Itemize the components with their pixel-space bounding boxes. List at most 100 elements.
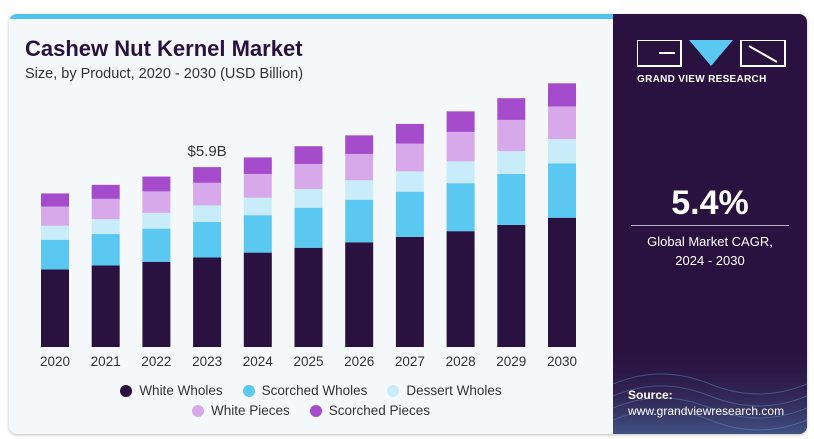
bar-segment-scorched-wholes-2024 xyxy=(243,215,272,253)
bar-segment-white-wholes-2025 xyxy=(294,247,323,347)
decorative-wave-graphic xyxy=(613,344,807,434)
bar-segment-dessert-wholes-2029 xyxy=(497,151,526,174)
bar-segment-scorched-wholes-2029 xyxy=(497,173,526,225)
legend-label: White Pieces xyxy=(210,403,290,418)
legend-swatch xyxy=(309,404,322,417)
bar-segment-white-wholes-2022 xyxy=(142,261,171,347)
divider xyxy=(631,225,789,226)
bar-segment-scorched-pieces-2030 xyxy=(548,83,576,107)
bar-segment-dessert-wholes-2024 xyxy=(243,197,272,216)
bar-segment-scorched-pieces-2026 xyxy=(345,135,374,154)
legend-swatch xyxy=(120,384,133,397)
bar-segment-white-pieces-2024 xyxy=(243,173,272,198)
bar-segment-white-wholes-2026 xyxy=(345,242,374,347)
bar-segment-scorched-wholes-2025 xyxy=(294,207,323,248)
bar-segment-scorched-pieces-2024 xyxy=(243,157,272,174)
bar-segment-scorched-wholes-2027 xyxy=(395,191,424,237)
bar-segment-white-wholes-2028 xyxy=(446,231,475,347)
bar-segment-dessert-wholes-2026 xyxy=(345,180,374,200)
bar-segment-scorched-pieces-2020 xyxy=(41,193,69,207)
bar-segment-white-pieces-2026 xyxy=(345,153,374,181)
cagr-label-line-2: 2024 - 2030 xyxy=(675,253,745,268)
legend-row-1: White Wholes Scorched Wholes Dessert Who… xyxy=(9,383,613,398)
x-tick-label-2024: 2024 xyxy=(243,354,274,369)
bar-segment-dessert-wholes-2028 xyxy=(446,161,475,184)
x-tick-label-2026: 2026 xyxy=(344,354,374,369)
info-panel: GRAND VIEW RESEARCH 5.4% Global Market C… xyxy=(613,14,807,434)
legend-item-white-pieces: White Pieces xyxy=(191,403,290,418)
x-tick-label-2022: 2022 xyxy=(141,354,171,369)
bar-segment-dessert-wholes-2022 xyxy=(142,212,171,229)
source-url[interactable]: www.grandviewresearch.com xyxy=(628,404,785,418)
bar-segment-scorched-wholes-2022 xyxy=(142,228,171,262)
bar-segment-white-pieces-2025 xyxy=(294,163,323,190)
bar-segment-scorched-pieces-2028 xyxy=(446,111,475,132)
bar-segment-white-pieces-2029 xyxy=(497,119,526,152)
x-tick-label-2030: 2030 xyxy=(547,354,577,369)
bar-segment-white-pieces-2028 xyxy=(446,131,475,162)
legend-swatch xyxy=(191,404,204,417)
bar-segment-white-pieces-2022 xyxy=(142,191,171,213)
x-tick-label-2029: 2029 xyxy=(496,354,526,369)
bar-segment-scorched-wholes-2023 xyxy=(193,222,222,258)
bar-segment-white-wholes-2029 xyxy=(497,224,526,347)
bar-segment-scorched-pieces-2025 xyxy=(294,146,323,164)
grand-view-research-logo-icon xyxy=(637,40,786,67)
bar-segment-white-pieces-2023 xyxy=(193,182,222,206)
bar-segment-white-wholes-2027 xyxy=(395,236,424,347)
legend-row-2: White Pieces Scorched Pieces xyxy=(9,403,613,418)
bar-segment-scorched-wholes-2030 xyxy=(548,163,576,218)
x-tick-label-2020: 2020 xyxy=(40,354,70,369)
legend-label: Scorched Wholes xyxy=(261,383,368,398)
legend-swatch xyxy=(242,384,255,397)
bar-segment-scorched-wholes-2026 xyxy=(345,199,374,243)
bar-segment-scorched-wholes-2028 xyxy=(446,183,475,232)
cagr-label-line-1: Global Market CAGR, xyxy=(647,234,773,249)
legend-item-scorched-wholes: Scorched Wholes xyxy=(242,383,368,398)
x-tick-label-2028: 2028 xyxy=(446,354,476,369)
x-tick-label-2021: 2021 xyxy=(91,354,121,369)
legend-item-dessert-wholes: Dessert Wholes xyxy=(387,383,502,398)
bar-segment-dessert-wholes-2023 xyxy=(193,205,222,223)
legend-item-white-wholes: White Wholes xyxy=(120,383,223,398)
bar-segment-dessert-wholes-2027 xyxy=(395,171,424,192)
bar-segment-dessert-wholes-2030 xyxy=(548,139,576,164)
chart-title: Cashew Nut Kernel Market xyxy=(25,36,303,61)
bar-segment-scorched-pieces-2021 xyxy=(91,184,120,199)
cagr-value: 5.4% xyxy=(671,184,749,222)
bar-segment-white-wholes-2021 xyxy=(91,265,120,347)
bar-segment-white-wholes-2024 xyxy=(243,252,272,347)
bar-segment-white-wholes-2023 xyxy=(193,257,222,347)
x-tick-label-2025: 2025 xyxy=(293,354,323,369)
stacked-bar-chart: 2020 2021 2022 2023 $5.9B 2024 2025 2026 2027 202… xyxy=(40,83,577,369)
bar-segment-scorched-wholes-2020 xyxy=(41,239,69,270)
source-label: Source: xyxy=(628,388,673,402)
value-annotation-2023: $5.9B xyxy=(187,143,226,160)
x-tick-label-2023: 2023 xyxy=(192,354,222,369)
bar-segment-white-pieces-2020 xyxy=(41,206,69,226)
bar-segment-white-wholes-2030 xyxy=(548,217,576,347)
legend-item-scorched-pieces: Scorched Pieces xyxy=(309,403,431,418)
bar-segment-white-pieces-2027 xyxy=(395,143,424,172)
legend-label: Scorched Pieces xyxy=(328,403,431,418)
legend-label: White Wholes xyxy=(139,383,223,398)
bar-segment-white-pieces-2030 xyxy=(548,106,576,140)
brand-name: GRAND VIEW RESEARCH xyxy=(637,74,767,85)
bar-segment-white-wholes-2020 xyxy=(41,269,69,347)
legend-swatch xyxy=(387,384,400,397)
legend-label: Dessert Wholes xyxy=(406,383,502,398)
accent-bar xyxy=(9,14,613,19)
bar-segment-dessert-wholes-2025 xyxy=(294,189,323,208)
cagr-label: Global Market CAGR, 2024 - 2030 xyxy=(613,232,807,270)
bar-segment-dessert-wholes-2020 xyxy=(41,225,69,240)
chart-subtitle: Size, by Product, 2020 - 2030 (USD Billi… xyxy=(25,66,304,82)
bar-segment-scorched-pieces-2027 xyxy=(395,123,424,144)
bar-segment-scorched-pieces-2029 xyxy=(497,98,526,120)
bar-segment-scorched-pieces-2023 xyxy=(193,167,222,183)
bar-segment-scorched-wholes-2021 xyxy=(91,234,120,266)
bar-segment-white-pieces-2021 xyxy=(91,198,120,220)
bar-segment-dessert-wholes-2021 xyxy=(91,219,120,235)
x-tick-label-2027: 2027 xyxy=(395,354,425,369)
chart-card: 2020 2021 2022 2023 $5.9B 2024 2025 2026 2027 202… xyxy=(9,14,807,434)
bar-segment-scorched-pieces-2022 xyxy=(142,176,171,192)
